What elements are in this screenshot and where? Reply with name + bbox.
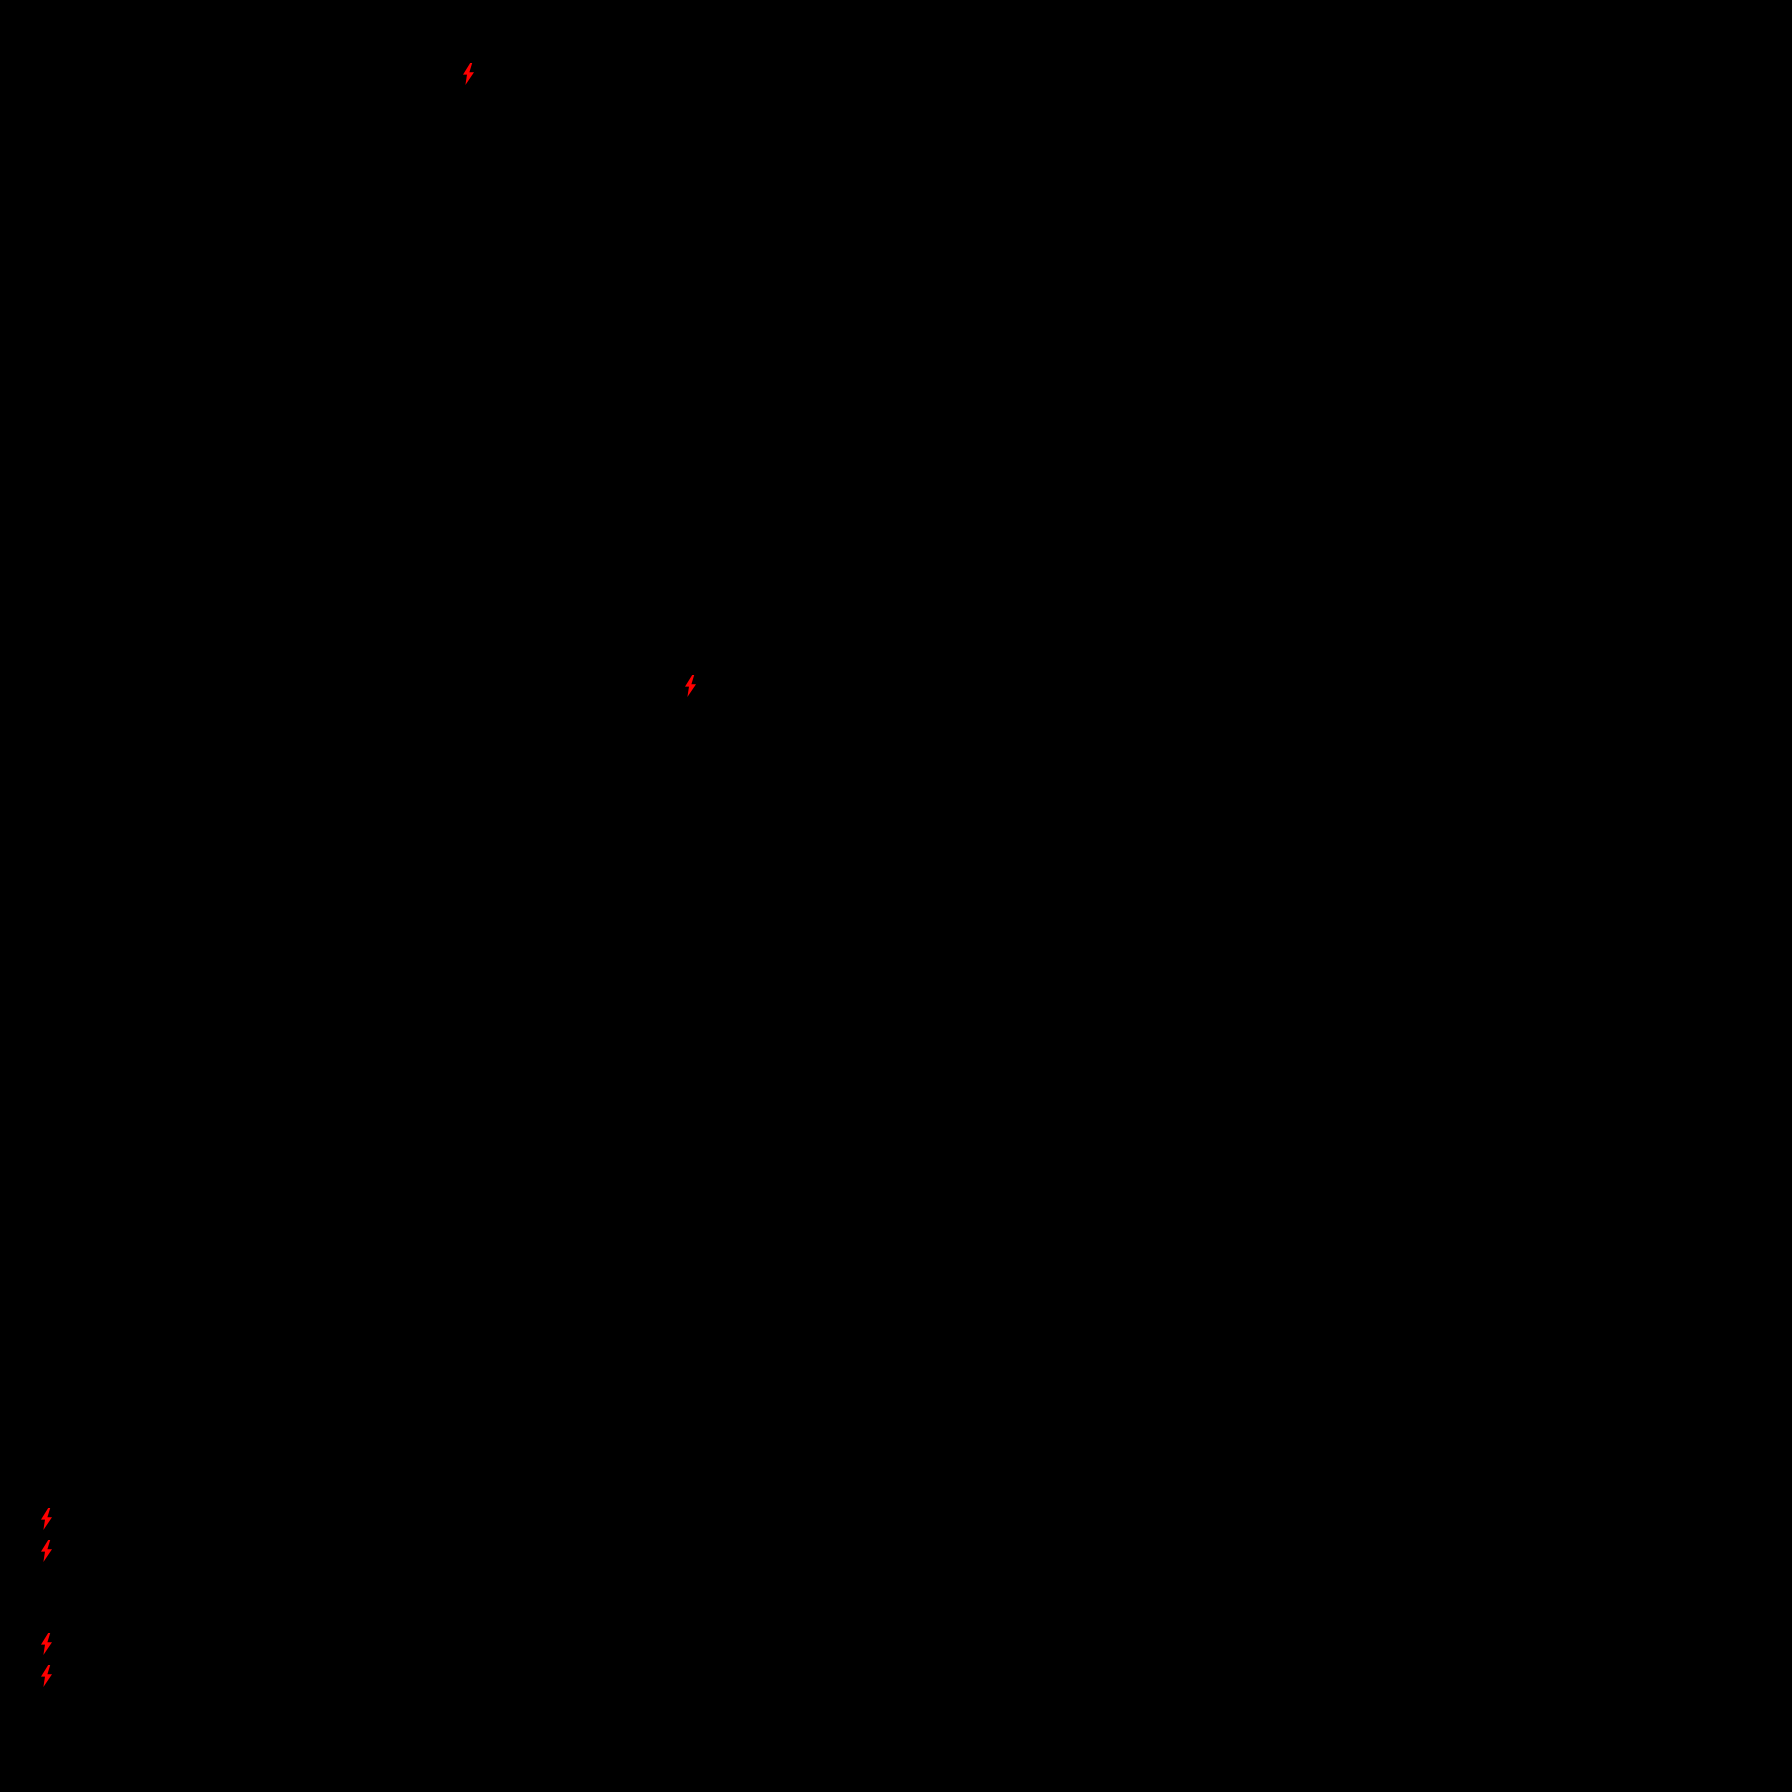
high-voltage-bolt-icon[interactable] — [684, 675, 697, 697]
high-voltage-bolt-icon[interactable] — [462, 63, 475, 85]
high-voltage-bolt-icon[interactable] — [40, 1508, 53, 1530]
high-voltage-bolt-icon[interactable] — [40, 1540, 53, 1562]
high-voltage-bolt-icon[interactable] — [40, 1633, 53, 1655]
high-voltage-bolt-icon[interactable] — [40, 1665, 53, 1687]
